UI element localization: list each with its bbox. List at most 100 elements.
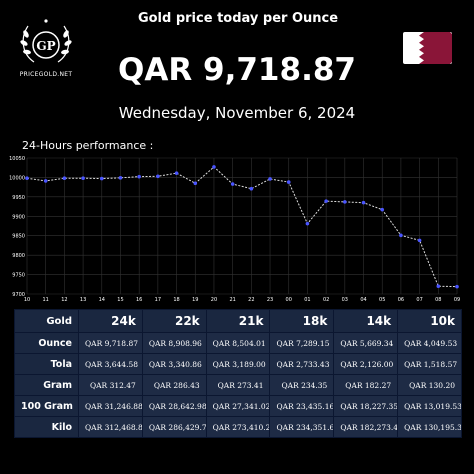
table-cell: QAR 9,718.87 [78, 332, 143, 354]
data-point [174, 171, 179, 175]
table-cell: QAR 1,518.57 [397, 353, 462, 375]
column-header: 22k [141, 309, 207, 333]
column-header: 10k [397, 309, 462, 333]
y-tick-label: 9850 [12, 234, 25, 240]
data-point [43, 179, 48, 183]
y-tick-label: 9950 [12, 195, 25, 201]
table-cell: QAR 286.43 [141, 374, 207, 396]
table-header-row: Gold 24k 22k 21k 18k 14k 10k [14, 309, 462, 333]
column-header: 21k [205, 309, 271, 333]
table-row: Tola QAR 3,644.58 QAR 3,340.86 QAR 3,189… [14, 353, 462, 375]
table-cell: QAR 130.20 [397, 374, 462, 396]
row-label: Tola [14, 353, 79, 375]
data-point [118, 176, 123, 180]
data-point [156, 174, 160, 179]
data-point [137, 174, 141, 179]
data-point [436, 284, 441, 289]
x-tick-label: 12 [61, 297, 67, 303]
data-point [380, 207, 385, 212]
x-tick-label: 22 [248, 297, 254, 303]
data-point [212, 165, 216, 169]
data-point [62, 176, 67, 181]
table-cell: QAR 182.27 [333, 374, 399, 396]
x-tick-label: 06 [398, 297, 404, 303]
y-tick-label: 10000 [9, 175, 25, 181]
data-point [361, 200, 366, 205]
x-tick-label: 01 [304, 297, 310, 303]
x-tick-label: 10 [24, 297, 30, 303]
data-point [324, 199, 328, 203]
table-cell: QAR 234.35 [269, 374, 335, 396]
table-cell: QAR 23,435.16 [269, 395, 335, 417]
chart-grid [26, 157, 458, 295]
table-cell: QAR 8,908.96 [141, 332, 207, 354]
table-cell: QAR 28,642.98 [141, 395, 207, 417]
x-tick-label: 15 [117, 297, 123, 303]
x-tick-label: 21 [229, 297, 235, 303]
table-row: Kilo QAR 312,468.84 QAR 286,429.77 QAR 2… [14, 416, 462, 438]
y-tick-label: 9700 [12, 292, 25, 298]
row-label: Kilo [14, 416, 79, 438]
table-row: 100 Gram QAR 31,246.88 QAR 28,642.98 QAR… [14, 395, 462, 417]
gold-price: QAR 9,718.87 [118, 52, 356, 88]
table-cell: QAR 273,410.23 [205, 416, 271, 438]
table-cell: QAR 3,340.86 [141, 353, 207, 375]
x-tick-label: 05 [379, 297, 385, 303]
x-tick-label: 14 [99, 297, 105, 303]
x-tick-label: 16 [136, 297, 142, 303]
table-cell: QAR 7,289.15 [269, 332, 335, 354]
table-cell: QAR 182,273.49 [333, 416, 399, 438]
x-tick-label: 09 [454, 297, 460, 303]
x-tick-label: 03 [342, 297, 348, 303]
pricegold-logo: GP PRICEGOLD.NET [14, 14, 78, 82]
price-points [25, 165, 459, 289]
column-header: 18k [269, 309, 335, 333]
data-point [249, 186, 254, 191]
price-line [26, 166, 458, 288]
x-tick-label: 19 [192, 297, 198, 303]
data-point [99, 176, 104, 181]
x-tick-label: 04 [360, 297, 366, 303]
x-tick-label: 11 [43, 297, 49, 303]
table-row: Gram QAR 312.47 QAR 286.43 QAR 273.41 QA… [14, 374, 462, 396]
data-point [193, 181, 198, 186]
data-point [81, 176, 85, 181]
table-cell: QAR 18,227.35 [333, 395, 399, 417]
data-point [417, 238, 422, 243]
data-point [305, 221, 310, 226]
y-axis-labels: 9700 9750 9800 9850 9900 9950 10000 10050 [9, 156, 25, 298]
row-label: Gram [14, 374, 79, 396]
y-tick-label: 9800 [12, 253, 25, 259]
table-cell: QAR 31,246.88 [78, 395, 143, 417]
table-corner: Gold [14, 309, 79, 333]
logo-monogram: GP [36, 39, 55, 53]
table-cell: QAR 130,195.35 [397, 416, 462, 438]
price-table: Gold 24k 22k 21k 18k 14k 10k Ounce QAR 9… [14, 309, 462, 438]
data-point [25, 176, 29, 181]
column-header: 14k [333, 309, 399, 333]
table-cell: QAR 2,733.43 [269, 353, 335, 375]
row-label: Ounce [14, 332, 79, 354]
table-cell: QAR 286,429.77 [141, 416, 207, 438]
qatar-flag-icon [403, 32, 452, 64]
y-tick-label: 10050 [9, 156, 25, 162]
x-axis-labels: 10 11 12 13 14 15 16 17 18 19 20 21 22 23 00 01 02 03 04 05… [24, 297, 460, 303]
table-cell: QAR 5,669.34 [333, 332, 399, 354]
x-tick-label: 18 [173, 297, 179, 303]
table-cell: QAR 2,126.00 [333, 353, 399, 375]
laurel-wreath-icon: GP [20, 19, 72, 63]
data-point [399, 233, 403, 238]
data-point [343, 200, 347, 204]
table-cell: QAR 273.41 [205, 374, 271, 396]
data-point [286, 180, 291, 184]
page-title: Gold price today per Ounce [137, 11, 339, 26]
x-tick-label: 00 [286, 297, 292, 303]
price-date: Wednesday, November 6, 2024 [118, 104, 356, 122]
logo-site-name: PRICEGOLD.NET [19, 71, 73, 78]
x-tick-label: 02 [323, 297, 329, 303]
x-tick-label: 20 [211, 297, 217, 303]
table-cell: QAR 4,049.53 [397, 332, 462, 354]
data-point [230, 182, 235, 186]
performance-label: 24-Hours performance : [22, 139, 154, 152]
data-point [455, 284, 459, 289]
